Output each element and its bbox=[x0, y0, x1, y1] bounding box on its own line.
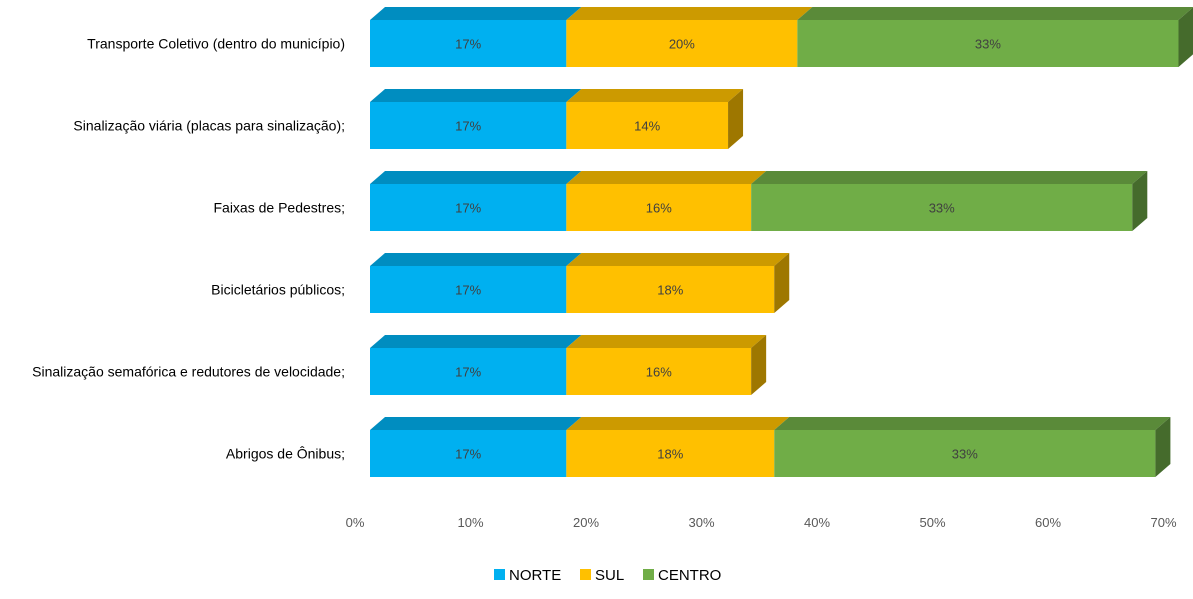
bar-top-face bbox=[566, 253, 789, 266]
bar-segment-sul: 18% bbox=[566, 253, 789, 313]
legend-label: CENTRO bbox=[658, 567, 721, 584]
bar-segment-sul: 14% bbox=[566, 89, 743, 149]
bar-top-face bbox=[751, 171, 1147, 184]
bar-row: 17% 20% 33% bbox=[370, 7, 1193, 67]
bar-top-face bbox=[566, 171, 766, 184]
data-label: 18% bbox=[657, 283, 683, 298]
bar-row: 17% 16% bbox=[370, 335, 766, 395]
bar-segment-norte: 17% bbox=[370, 253, 581, 313]
bar-row: 17% 18% 33% bbox=[370, 417, 1170, 477]
bar-segment-centro: 33% bbox=[797, 7, 1193, 67]
category-label: Bicicletários públicos; bbox=[211, 282, 345, 298]
bar-segment-norte: 17% bbox=[370, 417, 581, 477]
bar-segment-sul: 16% bbox=[566, 171, 766, 231]
category-labels: Transporte Coletivo (dentro do município… bbox=[32, 36, 345, 462]
category-label: Transporte Coletivo (dentro do município… bbox=[87, 36, 345, 52]
legend-item-norte: NORTE bbox=[494, 567, 561, 584]
bar-top-face bbox=[370, 335, 581, 348]
bar-segment-norte: 17% bbox=[370, 89, 581, 149]
legend-swatch bbox=[643, 569, 654, 580]
bar-segment-sul: 20% bbox=[566, 7, 812, 67]
bar-top-face bbox=[566, 335, 766, 348]
x-tick-label: 30% bbox=[688, 515, 714, 530]
category-label: Sinalização viária (placas para sinaliza… bbox=[73, 118, 345, 134]
bars-layer: 17%20%33%17%14%17%16%33%17%18%17%16%17%1… bbox=[370, 7, 1193, 477]
data-label: 33% bbox=[975, 37, 1001, 52]
bar-segment-norte: 17% bbox=[370, 7, 581, 67]
data-label: 17% bbox=[455, 201, 481, 216]
legend-item-centro: CENTRO bbox=[643, 567, 721, 584]
data-label: 33% bbox=[929, 201, 955, 216]
bar-segment-centro: 33% bbox=[751, 171, 1147, 231]
legend-item-sul: SUL bbox=[580, 567, 624, 584]
category-label: Abrigos de Ônibus; bbox=[226, 446, 345, 462]
bar-top-face bbox=[566, 7, 812, 20]
data-label: 17% bbox=[455, 447, 481, 462]
legend-label: NORTE bbox=[509, 567, 561, 584]
x-tick-label: 70% bbox=[1150, 515, 1176, 530]
bar-row: 17% 18% bbox=[370, 253, 789, 313]
data-label: 17% bbox=[455, 283, 481, 298]
x-tick-label: 40% bbox=[804, 515, 830, 530]
bar-row: 17% 16% 33% bbox=[370, 171, 1147, 231]
data-label: 16% bbox=[646, 365, 672, 380]
bar-top-face bbox=[370, 171, 581, 184]
data-label: 17% bbox=[455, 37, 481, 52]
bar-segment-norte: 17% bbox=[370, 335, 581, 395]
legend: NORTE SUL CENTRO bbox=[494, 567, 721, 584]
x-tick-label: 20% bbox=[573, 515, 599, 530]
bar-segment-centro: 33% bbox=[774, 417, 1170, 477]
bar-top-face bbox=[370, 253, 581, 266]
x-tick-label: 60% bbox=[1035, 515, 1061, 530]
legend-label: SUL bbox=[595, 567, 624, 584]
x-axis-ticks: 0% 10% 20% 30% 40% 50% 60% 70% bbox=[346, 515, 1177, 530]
bar-top-face bbox=[370, 89, 581, 102]
x-tick-label: 0% bbox=[346, 515, 365, 530]
bar-top-face bbox=[566, 417, 789, 430]
legend-swatch bbox=[494, 569, 505, 580]
bar-top-face bbox=[370, 7, 581, 20]
bar-top-face bbox=[774, 417, 1170, 430]
bar-top-face bbox=[370, 417, 581, 430]
bar-segment-sul: 18% bbox=[566, 417, 789, 477]
data-label: 14% bbox=[634, 119, 660, 134]
data-label: 17% bbox=[455, 119, 481, 134]
category-label: Sinalização semafórica e redutores de ve… bbox=[32, 364, 345, 380]
legend-swatch bbox=[580, 569, 591, 580]
data-label: 16% bbox=[646, 201, 672, 216]
bar-top-face bbox=[566, 89, 743, 102]
bar-row: 17% 14% bbox=[370, 89, 743, 149]
bar-segment-norte: 17% bbox=[370, 171, 581, 231]
data-label: 17% bbox=[455, 365, 481, 380]
data-label: 18% bbox=[657, 447, 683, 462]
data-label: 20% bbox=[669, 37, 695, 52]
x-tick-label: 10% bbox=[457, 515, 483, 530]
bar-top-face bbox=[797, 7, 1193, 20]
x-tick-label: 50% bbox=[919, 515, 945, 530]
data-label: 33% bbox=[952, 447, 978, 462]
category-label: Faixas de Pedestres; bbox=[213, 200, 345, 216]
bar-segment-sul: 16% bbox=[566, 335, 766, 395]
